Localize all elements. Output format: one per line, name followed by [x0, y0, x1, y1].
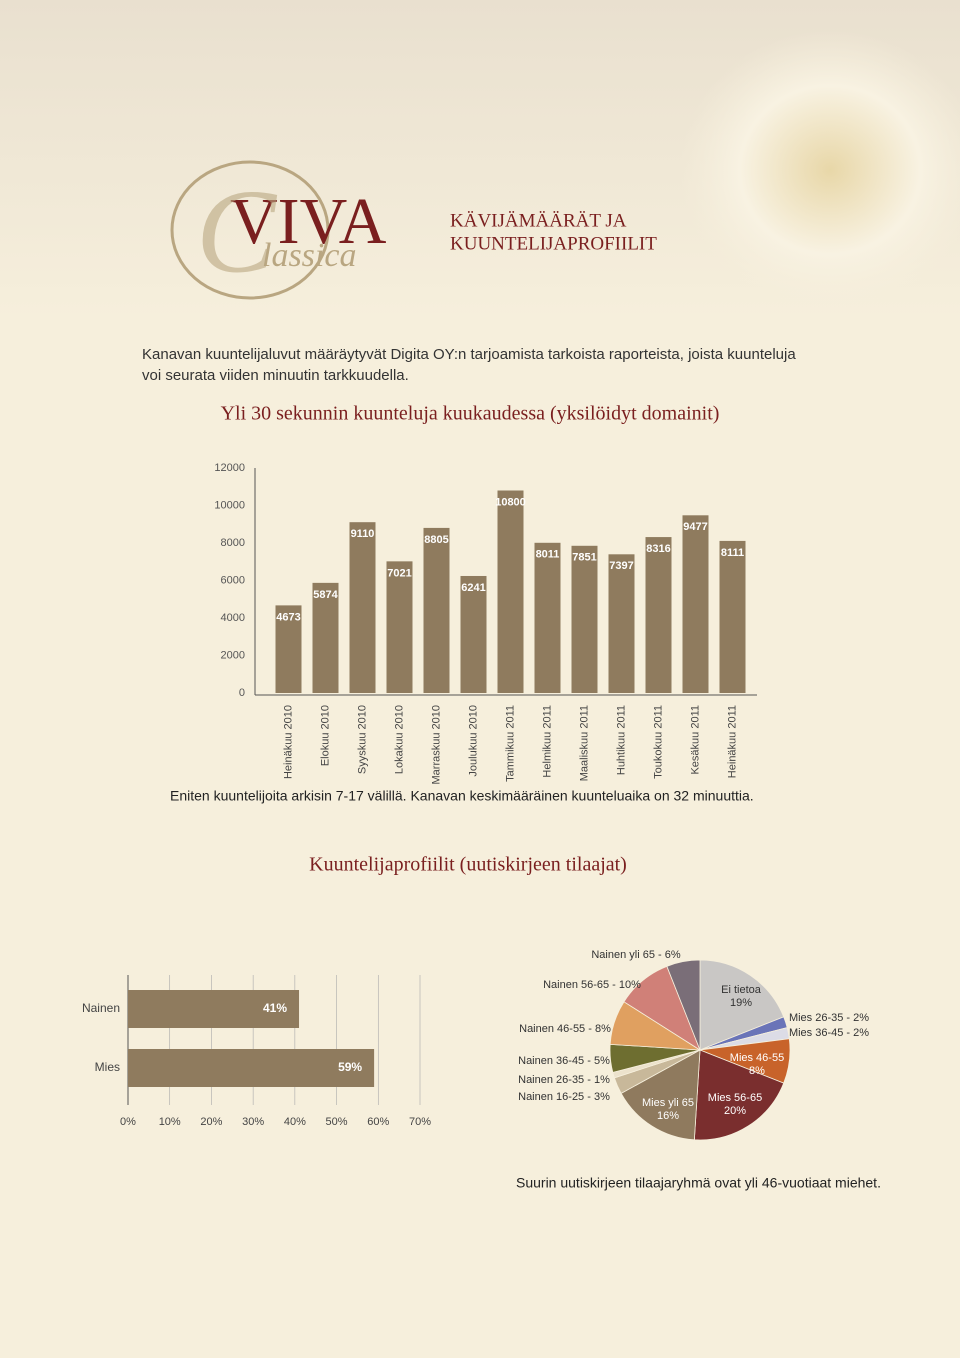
- slice-label: Mies 26-35 - 2%: [789, 1012, 869, 1024]
- value-label: 8805: [424, 534, 448, 546]
- x-tick-label: Heinäkuu 2010: [282, 705, 294, 779]
- value-label: 5874: [313, 589, 338, 601]
- slice-label: 20%: [724, 1105, 746, 1117]
- x-tick-label: Marraskuu 2010: [430, 705, 442, 785]
- value-label: 8316: [646, 543, 670, 555]
- slice-label: Mies 56-65: [708, 1092, 762, 1104]
- bar: [423, 527, 450, 693]
- pie-slice: [693, 1049, 785, 1141]
- x-tick-label: Tammikuu 2011: [504, 705, 516, 782]
- bar: [128, 990, 300, 1028]
- x-tick-label: 20%: [200, 1116, 222, 1128]
- value-label: 9477: [683, 521, 707, 533]
- intro: Kanavan kuuntelijaluvut määräytyvät Digi…: [142, 346, 796, 363]
- x-tick-label: Helmikuu 2011: [541, 705, 553, 778]
- slice-label: 8%: [749, 1065, 765, 1077]
- x-tick-label: Toukokuu 2011: [652, 705, 664, 779]
- x-tick-label: Maaliskuu 2011: [578, 705, 590, 781]
- x-tick-label: 10%: [159, 1116, 181, 1128]
- logo-main: VIVA: [230, 185, 387, 258]
- x-tick-label: 60%: [367, 1116, 389, 1128]
- slice-label: Mies 36-45 - 2%: [789, 1027, 869, 1039]
- slice-label: Nainen 26-35 - 1%: [518, 1074, 610, 1086]
- y-tick-label: 8000: [221, 537, 245, 549]
- y-tick-label: 2000: [221, 649, 245, 661]
- y-tick-label: 12000: [214, 462, 245, 474]
- logo-initial: C: [196, 165, 278, 298]
- bar: [275, 605, 302, 693]
- section-title: Kuuntelijaprofiilit (uutiskirjeen tilaaj…: [309, 854, 627, 876]
- bar: [682, 515, 709, 693]
- y-tick-label: 6000: [221, 574, 245, 586]
- x-tick-label: Huhtikuu 2011: [615, 705, 627, 775]
- logo-script: lassica: [262, 237, 356, 274]
- x-tick-label: 40%: [284, 1116, 306, 1128]
- bar: [497, 490, 524, 693]
- slice-label: 19%: [730, 997, 752, 1009]
- heading: KUUNTELIJAPROFIILIT: [450, 233, 657, 254]
- x-tick-label: 0%: [120, 1116, 136, 1128]
- value-label: 8011: [536, 549, 560, 561]
- y-tick-label: Mies: [95, 1060, 120, 1074]
- x-tick-label: Kesäkuu 2011: [689, 705, 701, 775]
- chart-title: Yli 30 sekunnin kuunteluja kuukaudessa (…: [221, 403, 720, 425]
- rose-decoration: [680, 30, 960, 310]
- value-label: 8111: [721, 547, 744, 559]
- bar: [386, 561, 413, 693]
- x-tick-label: Heinäkuu 2011: [726, 705, 738, 778]
- slice-label: Ei tietoa: [721, 984, 762, 996]
- bar: [645, 537, 672, 693]
- value-label: 41%: [263, 1001, 287, 1015]
- bar: [534, 542, 561, 693]
- y-tick-label: 4000: [221, 612, 245, 624]
- note: Eniten kuuntelijoita arkisin 7-17 välill…: [170, 788, 754, 804]
- x-tick-label: 50%: [326, 1116, 348, 1128]
- slice-label: 16%: [657, 1110, 679, 1122]
- bar: [719, 540, 746, 693]
- footer: Suurin uutiskirjeen tilaajaryhmä ovat yl…: [516, 1175, 881, 1191]
- value-label: 6241: [461, 582, 485, 594]
- heading: KÄVIJÄMÄÄRÄT JA: [450, 210, 627, 231]
- slice-label: Nainen 36-45 - 5%: [518, 1055, 610, 1067]
- bar: [312, 582, 339, 693]
- value-label: 4673: [276, 611, 300, 623]
- bar: [349, 522, 376, 693]
- intro: voi seurata viiden minuutin tarkkuudella…: [142, 367, 409, 384]
- y-tick-label: 0: [239, 687, 245, 699]
- bar: [608, 554, 635, 693]
- bar: [460, 575, 487, 693]
- y-tick-label: 10000: [214, 499, 245, 511]
- x-tick-label: 70%: [409, 1116, 431, 1128]
- slice-label: Mies yli 65: [642, 1097, 694, 1109]
- value-label: 7851: [572, 552, 596, 564]
- pie-slice: [666, 959, 701, 1051]
- bar: [128, 1049, 375, 1087]
- bar: [571, 545, 598, 693]
- x-tick-label: 30%: [242, 1116, 264, 1128]
- x-tick-label: Syyskuu 2010: [356, 705, 368, 774]
- logo-swirl: [170, 160, 330, 300]
- x-tick-label: Joulukuu 2010: [467, 705, 479, 777]
- x-tick-label: Elokuu 2010: [319, 705, 331, 766]
- x-tick-label: Lokakuu 2010: [393, 705, 405, 774]
- value-label: 9110: [351, 528, 375, 540]
- pie-slice: [620, 1049, 701, 1141]
- slice-label: Nainen 16-25 - 3%: [518, 1091, 610, 1103]
- value-label: 7397: [609, 560, 633, 572]
- value-label: 10800: [495, 496, 526, 508]
- y-tick-label: Nainen: [82, 1001, 120, 1015]
- slice-label: Nainen 56-65 - 10%: [543, 979, 641, 991]
- value-label: 7021: [387, 567, 411, 579]
- slice-label: Nainen yli 65 - 6%: [591, 949, 680, 961]
- slice-label: Nainen 46-55 - 8%: [519, 1023, 611, 1035]
- pie-slice: [699, 959, 785, 1051]
- value-label: 59%: [338, 1060, 362, 1074]
- slice-label: Mies 46-55: [730, 1052, 784, 1064]
